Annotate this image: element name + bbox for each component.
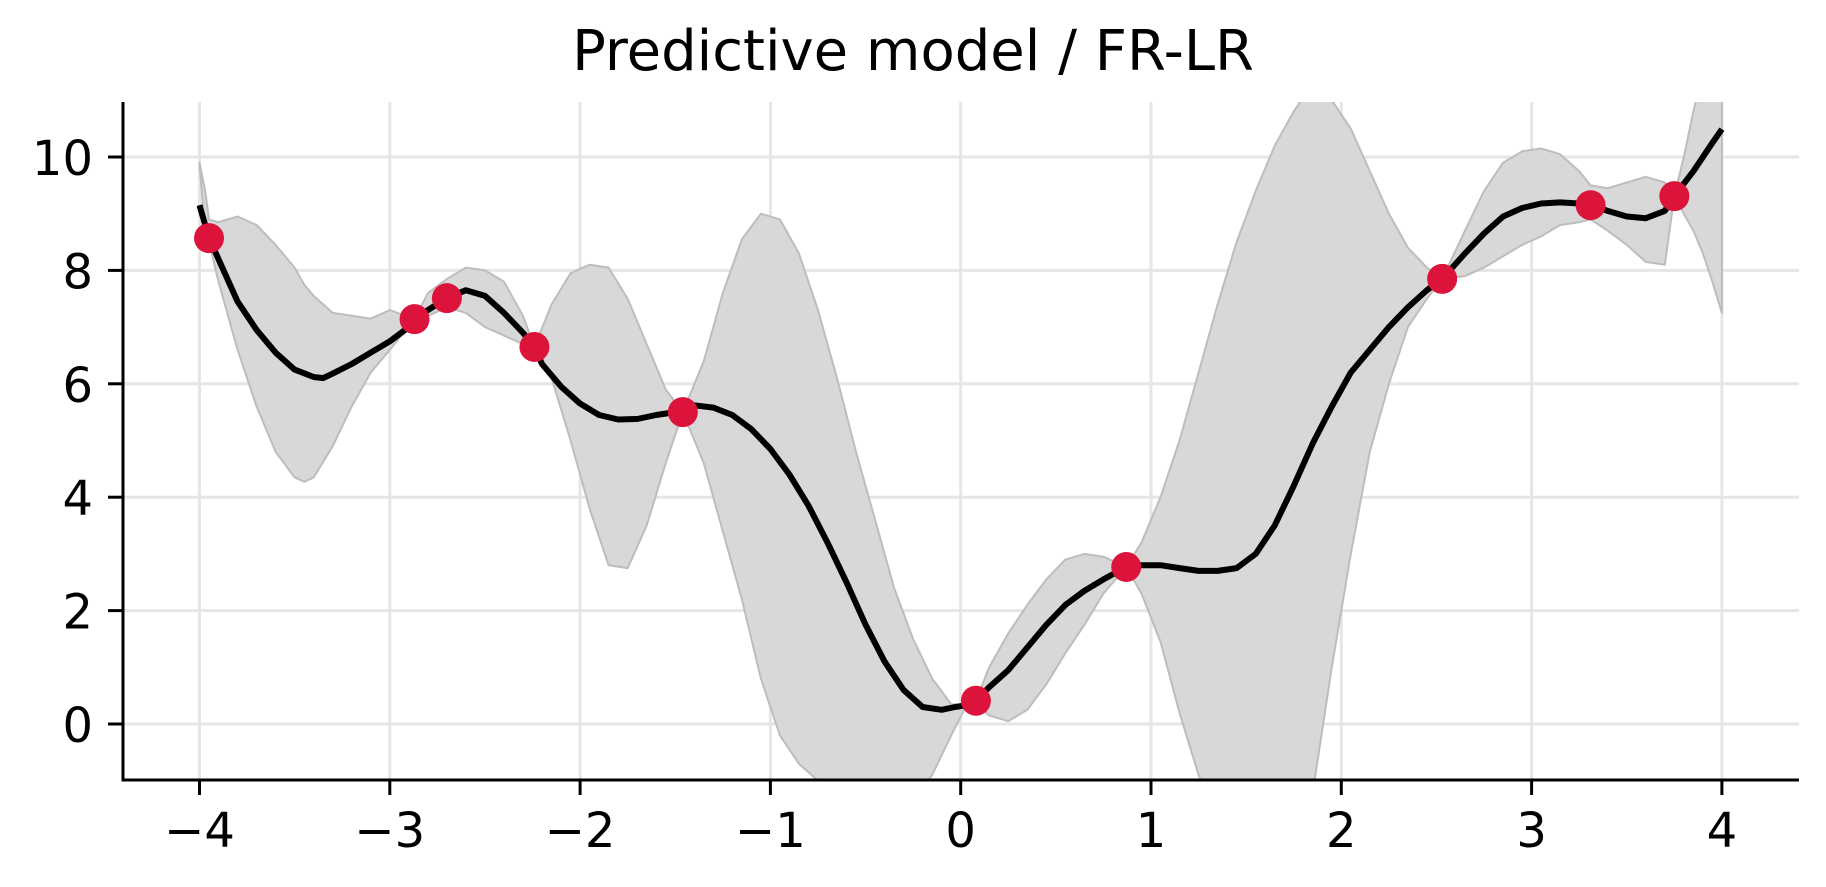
observation-point [960,685,991,716]
uncertainty-band [198,102,1723,780]
y-tick-label: 8 [62,244,93,300]
y-tick-label: 2 [62,585,93,641]
x-tick-label: 3 [1516,803,1547,859]
observation-point [1575,190,1606,221]
y-tick-label: 10 [32,131,93,187]
observation-point [1111,551,1142,582]
y-tick-label: 4 [62,471,93,527]
y-tick-label: 6 [62,358,93,414]
x-tick-label: −4 [164,803,235,859]
observation-point [1659,181,1690,212]
observation-point [194,223,225,254]
x-tick-label: 4 [1707,803,1738,859]
x-tick-label: −2 [545,803,616,859]
observation-point [399,304,430,335]
observation-points [194,181,1690,716]
x-axis-ticks: −4 −3 −2 −1 0 1 2 3 4 [164,780,1737,859]
observation-point [667,397,698,428]
observation-point [519,331,550,362]
observation-point [431,283,462,314]
x-tick-label: −1 [735,803,806,859]
y-tick-label: 0 [62,698,93,754]
observation-point [1427,263,1458,294]
x-tick-label: −3 [354,803,425,859]
y-axis-ticks: 0 2 4 6 8 10 [32,131,123,754]
x-tick-label: 2 [1326,803,1357,859]
chart-title: Predictive model / FR-LR [572,19,1254,84]
x-tick-label: 1 [1136,803,1167,859]
x-tick-label: 0 [945,803,976,859]
